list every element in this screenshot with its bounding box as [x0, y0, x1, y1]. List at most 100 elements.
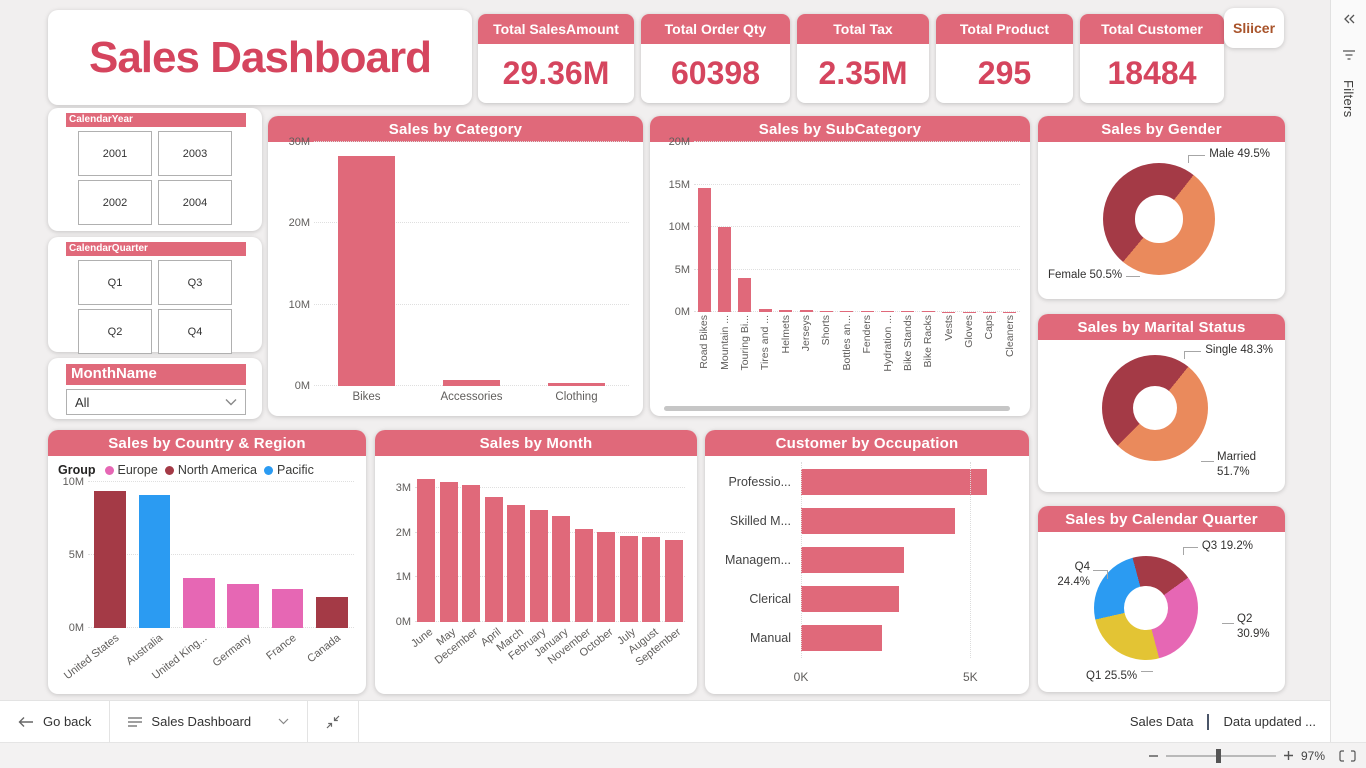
- bar-Helmets[interactable]: [779, 309, 793, 312]
- x-axis-label: Helmets: [779, 315, 792, 354]
- legend-item-North America[interactable]: North America: [164, 463, 257, 477]
- bar-slot: [132, 482, 176, 628]
- bar-Hydration ...[interactable]: [881, 311, 895, 312]
- bar-slot: [939, 142, 959, 312]
- x-axis-label: France: [264, 632, 299, 663]
- x-axis-label: Bike Stands: [901, 315, 914, 372]
- plot-area: 0M 5M 10M 15M 20M: [669, 136, 1020, 318]
- sales-by-marital-status-title: Sales by Marital Status: [1038, 314, 1285, 340]
- bar-Accessories[interactable]: [442, 379, 501, 386]
- data-updated-label[interactable]: Data updated ...: [1223, 714, 1316, 729]
- y-axis-tick: 5M: [674, 263, 690, 276]
- bar-Vests[interactable]: [942, 311, 956, 312]
- bar-Tires and ...[interactable]: [758, 309, 772, 312]
- slice-label-q1: Q1 25.5%: [1086, 670, 1154, 683]
- bar-Touring Bi...[interactable]: [738, 278, 752, 312]
- bar-Manual[interactable]: [801, 625, 883, 652]
- bar-United States[interactable]: [94, 490, 127, 628]
- bar-June[interactable]: [417, 479, 436, 622]
- legend-dot: [164, 465, 174, 475]
- slice-label-single: Single 48.3%: [1184, 344, 1273, 359]
- bar-October[interactable]: [597, 531, 616, 622]
- zoom-out-button[interactable]: [1149, 754, 1158, 757]
- month-dropdown[interactable]: All: [66, 389, 246, 415]
- bar-France[interactable]: [271, 588, 304, 628]
- bar-April[interactable]: [484, 497, 503, 622]
- bar-Managem...[interactable]: [801, 547, 905, 573]
- marital-donut[interactable]: [1102, 355, 1208, 461]
- bar-slot: [419, 142, 524, 386]
- quarter-option-Q1[interactable]: Q1: [78, 260, 152, 305]
- y-category-labels: Professio... Skilled M... Managem... Cleric…: [717, 462, 801, 658]
- sales-by-month-card: Sales by Month 0M 1M 2M 3M June May December Ap…: [375, 430, 697, 694]
- bar-row: [801, 619, 1011, 658]
- bar-slot: [663, 468, 686, 622]
- bar-Shorts[interactable]: [819, 310, 833, 312]
- bar-July[interactable]: [619, 535, 638, 622]
- quarter-option-Q4[interactable]: Q4: [158, 309, 232, 354]
- bar-September[interactable]: [664, 540, 683, 622]
- gender-donut[interactable]: [1103, 163, 1215, 275]
- year-option-2003[interactable]: 2003: [158, 131, 232, 176]
- bar-Road Bikes[interactable]: [697, 187, 711, 312]
- zoom-slider[interactable]: [1166, 748, 1276, 763]
- quarter-option-Q2[interactable]: Q2: [78, 309, 152, 354]
- quarter-option-Q3[interactable]: Q3: [158, 260, 232, 305]
- bar-December[interactable]: [462, 484, 481, 622]
- bar-Bike Stands[interactable]: [901, 311, 915, 312]
- legend-item-Pacific[interactable]: Pacific: [264, 463, 314, 477]
- x-axis-label: Jerseys: [800, 315, 813, 352]
- page-selector[interactable]: Sales Dashboard: [110, 701, 307, 742]
- bar-Bikes[interactable]: [337, 155, 396, 386]
- kpi-card: Total Tax 2.35M: [797, 14, 929, 103]
- bar-slot: [550, 468, 573, 622]
- bar-February[interactable]: [529, 509, 548, 622]
- bar-May[interactable]: [439, 482, 458, 622]
- horizontal-scrollbar[interactable]: [664, 406, 1010, 411]
- dataset-name[interactable]: Sales Data: [1129, 714, 1194, 729]
- legend-item-Europe[interactable]: Europe: [104, 463, 158, 477]
- bar-Skilled M...[interactable]: [801, 507, 956, 534]
- bar-United King...[interactable]: [182, 578, 215, 628]
- bar-Germany[interactable]: [227, 584, 260, 628]
- bar-Mountain ...[interactable]: [718, 227, 732, 312]
- bottom-nav-bar: Go back Sales Dashboard Sales Data Data …: [0, 700, 1330, 742]
- cquarter-donut[interactable]: [1094, 556, 1198, 660]
- fit-to-page-icon[interactable]: [1339, 749, 1356, 762]
- zoom-in-button[interactable]: [1284, 751, 1293, 760]
- bar-Fenders[interactable]: [860, 311, 874, 312]
- gridline: [415, 621, 685, 622]
- slicer-bookmark-button[interactable]: Sliicer: [1224, 8, 1284, 48]
- year-option-2004[interactable]: 2004: [158, 180, 232, 225]
- bar-Australia[interactable]: [138, 495, 171, 628]
- collapse-view-button[interactable]: [308, 701, 358, 742]
- x-label-slot: France: [264, 628, 309, 690]
- bar-Canada[interactable]: [315, 597, 348, 628]
- bar-November[interactable]: [574, 528, 593, 622]
- go-back-button[interactable]: Go back: [0, 701, 109, 742]
- bar-January[interactable]: [552, 515, 571, 622]
- zoom-slider-handle[interactable]: [1215, 748, 1221, 763]
- filter-icon[interactable]: [1338, 44, 1360, 66]
- nav-separator: [1207, 713, 1210, 730]
- bar-Bottles an...[interactable]: [840, 311, 854, 312]
- x-axis-label: June: [409, 626, 436, 651]
- bar-Jerseys[interactable]: [799, 310, 813, 312]
- bar-Clothing[interactable]: [547, 382, 606, 386]
- expand-pane-button[interactable]: [1338, 8, 1360, 30]
- bar-Bike Racks[interactable]: [921, 311, 935, 312]
- bar-slot: [1000, 142, 1020, 312]
- year-option-2002[interactable]: 2002: [78, 180, 152, 225]
- y-axis-tick: 3M: [395, 482, 411, 495]
- bars-area: [694, 142, 1020, 312]
- bar-slot: [528, 468, 551, 622]
- sales-by-subcategory-card: Sales by SubCategory 0M 5M 10M 15M 20M Road B…: [650, 116, 1030, 416]
- double-chevron-left-icon: [1343, 14, 1354, 24]
- year-option-2001[interactable]: 2001: [78, 131, 152, 176]
- bar-March[interactable]: [507, 504, 526, 622]
- x-axis-label: Accessories: [440, 391, 503, 403]
- x-label-slot: Bottles an...: [837, 312, 857, 400]
- bar-August[interactable]: [642, 536, 661, 622]
- bar-Professio...[interactable]: [801, 468, 988, 495]
- bar-Clerical[interactable]: [801, 586, 900, 613]
